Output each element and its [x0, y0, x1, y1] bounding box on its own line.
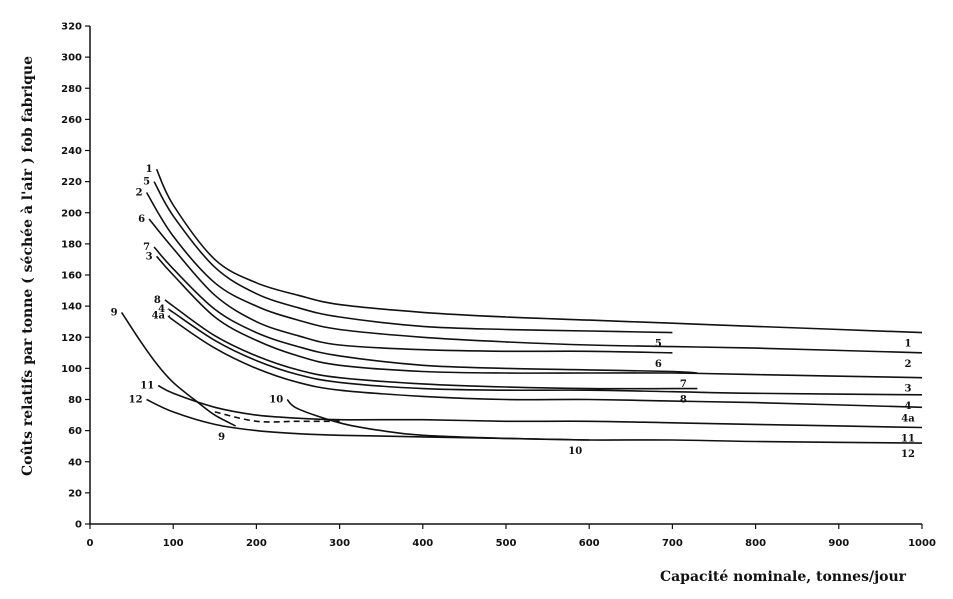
curve-label: 2 — [905, 359, 912, 370]
y-tick-label: 300 — [61, 53, 82, 64]
curve-label: 6 — [655, 359, 662, 370]
y-axis-title: Coûts relatifs par tonne ( séchée à l'ai… — [20, 56, 36, 476]
curve-label: 8 — [154, 295, 161, 306]
curve-label: 9 — [111, 307, 118, 318]
y-tick-label: 220 — [61, 177, 82, 188]
curve-label: 1 — [905, 339, 912, 350]
curve-label: 12 — [901, 449, 915, 460]
curve-label: 11 — [901, 434, 915, 445]
y-tick-label: 20 — [68, 488, 82, 499]
curve-label: 4 — [905, 401, 912, 412]
curve-label: 4a — [901, 413, 915, 424]
series-line-5 — [153, 181, 673, 334]
chart-curves — [120, 168, 923, 444]
curve-label: 7 — [143, 242, 150, 253]
y-tick-label: 160 — [61, 271, 82, 282]
x-tick-label: 500 — [496, 538, 517, 549]
x-tick-label: 700 — [662, 538, 683, 549]
x-tick-label: 0 — [87, 538, 94, 549]
x-tick-label: 800 — [745, 538, 766, 549]
y-tick-label: 120 — [61, 333, 82, 344]
series-line-9-pointill- — [214, 411, 340, 423]
x-tick-label: 300 — [329, 538, 350, 549]
curve-label: 3 — [905, 384, 912, 395]
y-tick-label: 0 — [75, 520, 82, 531]
y-tick-label: 100 — [61, 364, 82, 375]
y-tick-label: 40 — [68, 457, 82, 468]
y-tick-label: 320 — [61, 22, 82, 33]
series-line-11 — [157, 384, 923, 429]
series-line-12 — [146, 398, 923, 444]
curve-label: 3 — [146, 251, 153, 262]
x-tick-label: 1000 — [908, 538, 936, 549]
x-tick-label: 600 — [579, 538, 600, 549]
curve-label: 4 — [158, 304, 165, 315]
series-line-2 — [145, 192, 923, 354]
curve-label: 5 — [655, 339, 662, 350]
curve-label: 11 — [140, 380, 154, 391]
x-tick-label: 100 — [163, 538, 184, 549]
curve-label: 12 — [129, 395, 143, 406]
series-line-1 — [155, 168, 923, 334]
curve-label: 10 — [568, 446, 582, 457]
x-tick-label: 900 — [828, 538, 849, 549]
y-tick-label: 240 — [61, 146, 82, 157]
series-line-4 — [167, 308, 923, 396]
x-tick-label: 200 — [246, 538, 267, 549]
curve-label: 2 — [136, 188, 143, 199]
series-line-6 — [148, 218, 673, 354]
y-tick-label: 260 — [61, 115, 82, 126]
series-line-3 — [155, 255, 923, 379]
y-axis-ticks: 0 20 40 60 80 100 120 140 160 180 200 220 240 260 280 3… — [61, 22, 90, 531]
curve-label: 7 — [680, 379, 687, 390]
curve-label: 5 — [143, 177, 150, 188]
x-tick-label: 400 — [412, 538, 433, 549]
series-line-7 — [153, 246, 698, 374]
curve-label: 8 — [680, 395, 687, 406]
y-tick-label: 60 — [68, 426, 82, 437]
y-tick-label: 140 — [61, 302, 82, 313]
y-tick-label: 80 — [68, 395, 82, 406]
series-line-8 — [164, 299, 698, 390]
x-axis-title: Capacité nominale, tonnes/jour — [660, 569, 907, 585]
y-tick-label: 180 — [61, 239, 82, 250]
chart-axes — [89, 26, 922, 525]
series-line-4a — [167, 314, 923, 409]
y-tick-label: 280 — [61, 84, 82, 95]
curve-label: 9 — [218, 432, 225, 443]
series-line-9 — [120, 311, 236, 427]
y-tick-label: 200 — [61, 208, 82, 219]
x-axis-ticks: 0 100 200 300 400 500 600 700 800 900 1000 — [87, 524, 936, 549]
curve-label: 1 — [146, 164, 153, 175]
curve-label: 10 — [269, 395, 283, 406]
curve-label: 4a — [152, 310, 166, 321]
curve-label: 6 — [138, 214, 145, 225]
